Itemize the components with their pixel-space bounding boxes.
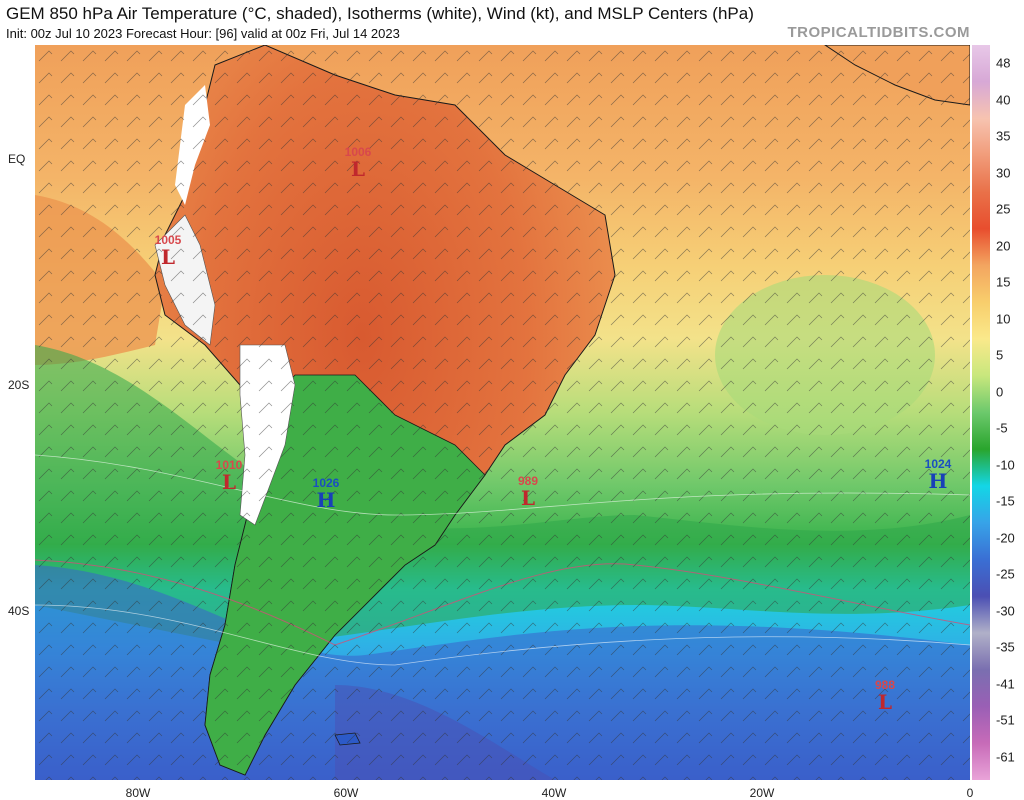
pressure-value: 1010 (215, 458, 243, 472)
pressure-value: 1006 (344, 145, 372, 159)
colorbar-tick-label: 10 (996, 311, 1011, 326)
high-pressure-center: 1026 H (313, 476, 340, 510)
colorbar-tick-label: 40 (996, 92, 1011, 107)
brand-watermark: TROPICALTIDBITS.COM (787, 24, 970, 41)
lat-label-40s: 40S (8, 604, 30, 618)
colorbar-tick-label: -25 (996, 566, 1015, 582)
low-symbol: L (877, 690, 893, 714)
low-symbol: L (221, 470, 237, 494)
lon-label-60w: 60W (333, 786, 359, 800)
pressure-value: 988 (874, 678, 896, 692)
pressure-value: 1026 (312, 476, 340, 490)
colorbar-tick-label: 25 (996, 201, 1011, 217)
low-symbol: L (350, 157, 366, 181)
colorbar-tick-label: 5 (996, 347, 1004, 363)
map-subtitle: Init: 00z Jul 10 2023 Forecast Hour: [96… (6, 26, 400, 41)
colorbar-tick-label: -10 (996, 457, 1015, 472)
low-pressure-center: 989 L (518, 474, 538, 508)
lat-label-20s: 20S (8, 378, 30, 392)
lon-label-40w: 40W (541, 786, 567, 800)
lon-label-0: 0 (966, 786, 974, 800)
colorbar-tick-label: -61 (996, 749, 1015, 764)
low-pressure-center: 1006 L (345, 145, 372, 179)
colorbar-tick-label: 48 (996, 55, 1011, 71)
low-symbol: L (160, 245, 176, 269)
colorbar-tick-label: -51 (996, 712, 1015, 728)
colorbar-tick-label: -35 (996, 639, 1015, 655)
colorbar (972, 45, 990, 780)
colorbar-tick-label: -15 (996, 493, 1015, 509)
low-pressure-center: 988 L (875, 678, 895, 712)
temperature-map (35, 45, 970, 780)
colorbar-tick-label: -20 (996, 530, 1015, 545)
low-pressure-center: 1010 L (216, 458, 243, 492)
pressure-value: 1024 (924, 457, 952, 471)
colorbar-tick-label: -30 (996, 603, 1015, 618)
colorbar-tick-label: 30 (996, 165, 1011, 180)
lat-label-eq: EQ (8, 152, 26, 166)
colorbar-tick-label: -5 (996, 420, 1008, 436)
colorbar-tick-label: -41 (996, 676, 1015, 691)
low-symbol: L (520, 486, 536, 510)
lon-label-80w: 80W (125, 786, 151, 800)
low-pressure-center: 1005 L (155, 233, 182, 267)
colorbar-tick-label: 0 (996, 384, 1004, 399)
pressure-value: 1005 (154, 233, 182, 247)
colorbar-tick-label: 20 (996, 238, 1011, 253)
high-symbol: H (316, 488, 336, 512)
pressure-value: 989 (517, 474, 539, 488)
map-title: GEM 850 hPa Air Temperature (°C, shaded)… (6, 4, 754, 23)
high-symbol: H (928, 469, 948, 493)
lon-label-20w: 20W (749, 786, 775, 800)
colorbar-tick-label: 35 (996, 128, 1011, 144)
colorbar-tick-label: 15 (996, 274, 1011, 290)
high-pressure-center: 1024 H (925, 457, 952, 491)
